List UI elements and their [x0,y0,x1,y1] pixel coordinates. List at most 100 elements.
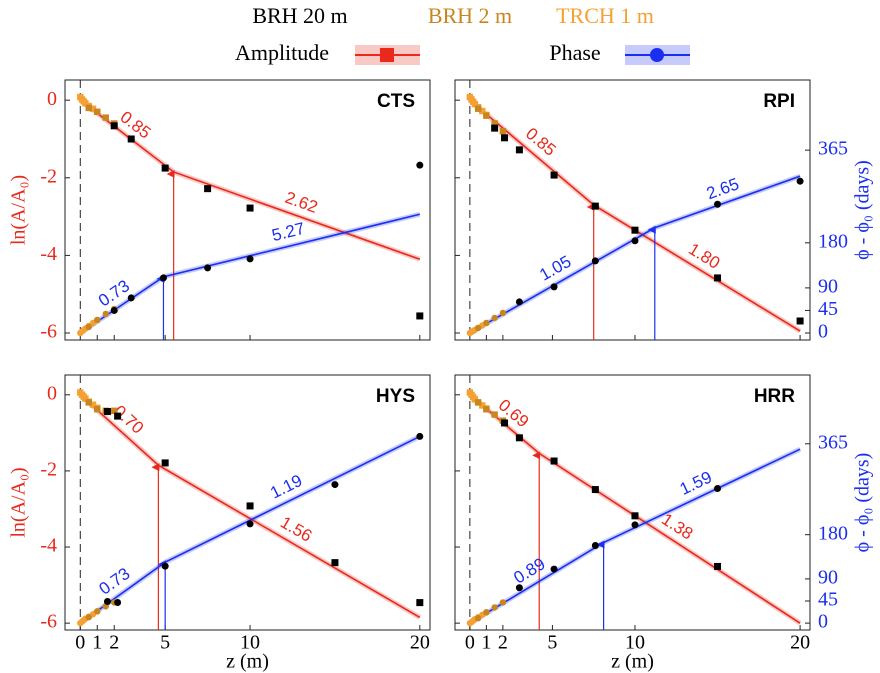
legend-label: Amplitude [235,40,329,65]
data-point [515,146,523,154]
data-point [94,316,101,324]
panel-title: HRR [754,386,795,407]
data-point [479,107,486,115]
data-point [331,481,339,489]
data-point [631,521,639,529]
data-point [714,274,722,282]
data-point [114,598,122,606]
x-axis-label: z (m) [226,651,269,673]
x-tick-label: 0 [75,632,85,654]
data-point [331,559,339,567]
plot-area [64,374,431,631]
data-point [85,399,92,406]
data-point [714,562,722,570]
y2-tick-label: 90 [818,566,838,588]
data-point [416,161,424,169]
data-point [501,419,509,427]
data-point [591,202,599,210]
data-point [102,310,109,318]
y2-tick-label: 90 [818,275,838,297]
data-point [491,124,499,132]
plot-area [454,374,811,631]
data-point [796,317,804,325]
x-tick-label: 2 [109,632,119,654]
y-tick-label: -4 [40,243,57,265]
panel-title: HYS [376,386,415,407]
data-point [501,134,509,142]
y-tick-label: -2 [40,165,57,187]
data-point [483,609,490,616]
x-tick-label: 10 [240,632,260,654]
data-point [82,395,89,402]
y2-tick-label: 45 [818,589,838,611]
data-point [483,112,490,119]
data-point [416,312,424,320]
data-point [204,264,212,272]
data-point [714,200,722,208]
data-point [474,399,482,406]
y-axis-label: ln(A/A₀) [8,175,30,245]
data-point [159,274,167,282]
data-point [483,319,490,327]
y-tick-label: 0 [47,88,57,110]
fit-line [79,394,421,619]
y-axis-label: ln(A/A₀) [8,467,30,537]
data-point [103,598,111,606]
data-point [491,314,498,322]
legend-marker [380,48,394,62]
x-tick-label: 5 [547,632,557,654]
data-point [515,584,523,592]
fit-line [469,175,801,334]
data-point [550,457,558,465]
y2-axis-label: ϕ - ϕ₀ (days) [852,453,874,553]
y-tick-label: 0 [47,382,57,404]
y-tick-label: -6 [40,611,57,633]
data-point [94,608,101,615]
data-point [94,108,101,116]
data-point [161,459,169,467]
data-point [102,114,109,121]
data-point [591,257,599,265]
y2-tick-label: 180 [818,522,848,544]
data-point [246,520,254,528]
x-tick-label: 1 [92,632,102,654]
data-point [474,615,482,622]
data-point [631,237,639,245]
data-point [85,614,92,621]
data-point [483,406,490,413]
data-point [94,406,101,413]
data-point [161,562,169,570]
data-point [85,323,92,331]
data-point [103,408,111,416]
data-point [110,306,118,314]
data-point [631,226,639,234]
data-point [246,502,254,510]
data-point [796,177,804,185]
data-point [471,396,479,403]
legend-label: Phase [549,40,600,65]
x-tick-label: 10 [625,632,645,654]
data-point [491,604,498,611]
y2-tick-label: 365 [818,138,848,160]
data-point [515,434,523,442]
fit-line [469,448,801,624]
data-point [499,599,507,606]
data-point [416,599,424,607]
x-tick-label: 20 [410,632,430,654]
y2-axis-label: ϕ - ϕ₀ (days) [852,160,874,260]
y-tick-label: -6 [40,321,57,343]
data-point [631,512,639,520]
legend-source: BRH 20 m [252,3,347,28]
data-point [110,122,118,130]
data-point [204,185,212,193]
data-point [161,164,169,172]
data-point [114,412,122,420]
x-tick-label: 5 [160,632,170,654]
plot-area [64,79,431,341]
data-point [416,432,424,440]
data-point [89,105,97,112]
data-point [550,283,558,291]
x-tick-label: 2 [498,632,508,654]
data-point [550,171,558,179]
